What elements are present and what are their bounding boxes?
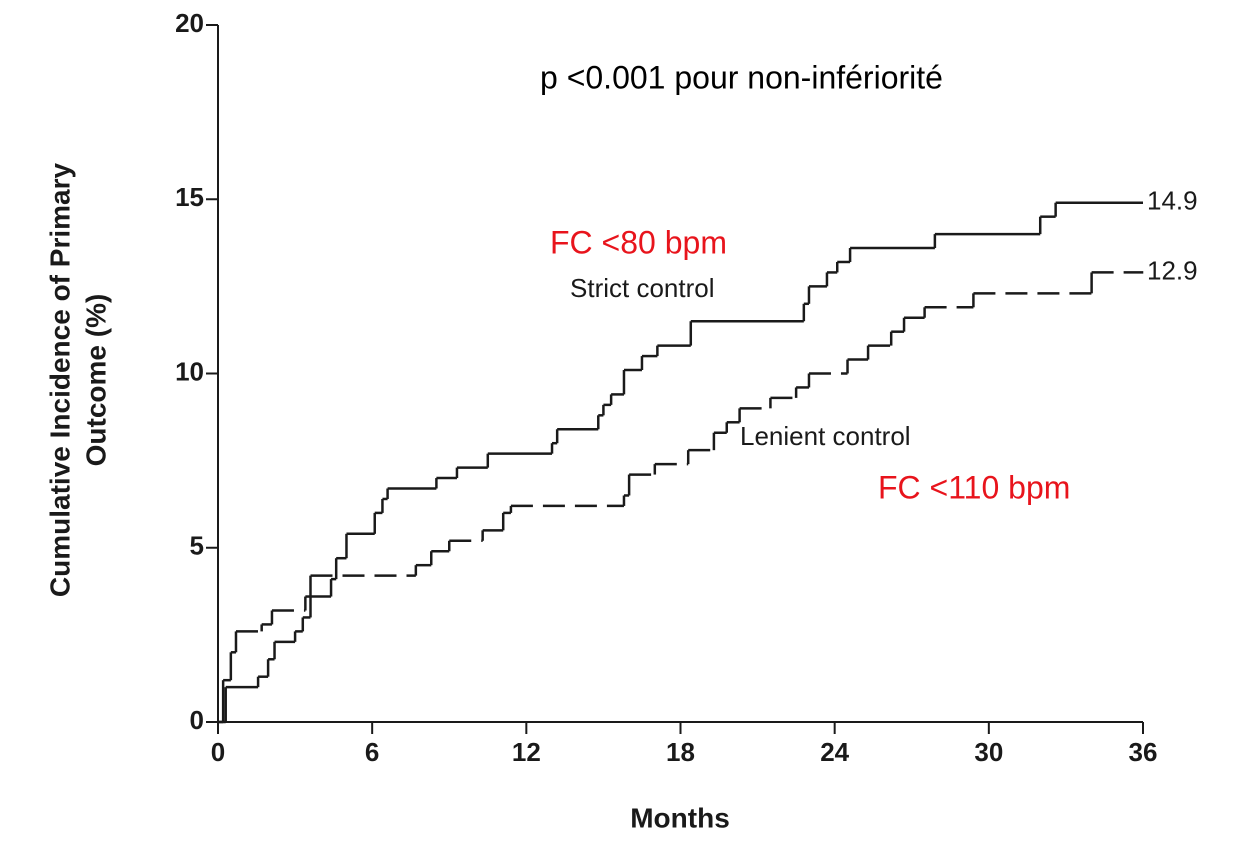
x-axis-label: Months [630, 802, 730, 833]
x-tick-label: 36 [1129, 737, 1158, 767]
annotation: FC <80 bpm [550, 224, 727, 260]
end-label: 14.9 [1147, 186, 1198, 216]
y-axis-label-line: Outcome (%) [80, 294, 111, 467]
y-tick-label: 5 [190, 531, 204, 561]
x-tick-label: 6 [365, 737, 379, 767]
x-tick-label: 0 [211, 737, 225, 767]
annotation: FC <110 bpm [878, 469, 1070, 505]
series-label: Lenient control [740, 421, 911, 451]
y-tick-label: 10 [175, 356, 204, 386]
y-axis-label-line: Cumulative Incidence of Primary [44, 163, 75, 598]
y-tick-label: 0 [190, 705, 204, 735]
x-tick-label: 24 [820, 737, 849, 767]
y-tick-label: 15 [175, 182, 204, 212]
annotation: p <0.001 pour non-infériorité [540, 59, 943, 95]
y-tick-label: 20 [175, 8, 204, 38]
x-tick-label: 18 [666, 737, 695, 767]
x-tick-label: 12 [512, 737, 541, 767]
x-tick-label: 30 [974, 737, 1003, 767]
series-label: Strict control [570, 273, 715, 303]
end-label: 12.9 [1147, 255, 1198, 285]
y-axis-label: Cumulative Incidence of Primary Outcome … [44, 163, 111, 598]
